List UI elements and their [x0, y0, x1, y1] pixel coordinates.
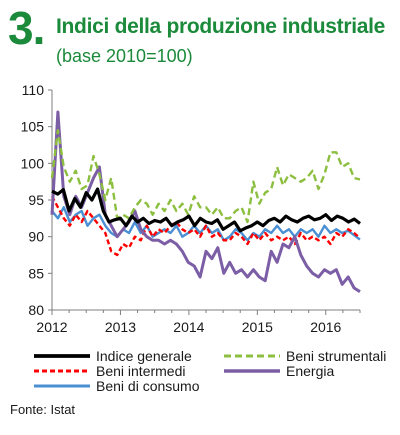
- y-tick-label: 110: [22, 82, 45, 98]
- chart-header: 3. Indici della produzione industriale (…: [4, 2, 396, 82]
- x-tick-label: 2013: [105, 319, 136, 335]
- legend-item-beni-strumentali: Beni strumentali: [224, 348, 400, 364]
- y-tick-label: 85: [28, 265, 44, 281]
- y-tick-label: 105: [21, 119, 45, 135]
- legend-label: Energia: [286, 363, 335, 379]
- chart-legend: Indice generale Beni strumentali Beni in…: [0, 340, 400, 398]
- legend-item-beni-intermedi: Beni intermedi: [34, 363, 204, 379]
- figure-number: 3.: [8, 2, 45, 54]
- legend-item-energia: Energia: [224, 363, 400, 379]
- x-tick-label: 2014: [173, 319, 204, 335]
- chart-title: Indici della produzione industriale: [56, 15, 386, 38]
- x-tick-label: 2015: [242, 319, 273, 335]
- series-line-beni-strumentali: [50, 129, 361, 224]
- y-tick-label: 100: [21, 155, 45, 171]
- chart-series: [50, 110, 361, 293]
- legend-label: Beni strumentali: [286, 348, 387, 364]
- legend-item-beni-di-consumo: Beni di consumo: [34, 378, 204, 394]
- source-note: Fonte: Istat: [10, 402, 76, 417]
- series-line-indice-generale: [51, 187, 361, 233]
- x-tick-label: 2016: [310, 319, 341, 335]
- x-tick-label: 2012: [36, 319, 67, 335]
- series-line-beni-di-consumo: [51, 206, 361, 242]
- y-tick-label: 95: [28, 192, 44, 208]
- chart-axes: [48, 89, 361, 315]
- legend-label: Indice generale: [96, 348, 192, 364]
- series-line-energia: [50, 110, 361, 293]
- y-tick-label: 80: [28, 302, 44, 318]
- legend-label: Beni di consumo: [96, 378, 200, 394]
- y-tick-label: 90: [28, 229, 44, 245]
- series-line-beni-intermedi: [50, 195, 361, 257]
- chart-tick-labels: 80 85 90 95 100 105 110 2012 2013 2014 2015 2016: [21, 82, 342, 335]
- legend-item-indice-generale: Indice generale: [34, 348, 204, 364]
- legend-label: Beni intermedi: [96, 363, 186, 379]
- chart-subtitle: (base 2010=100): [56, 46, 193, 66]
